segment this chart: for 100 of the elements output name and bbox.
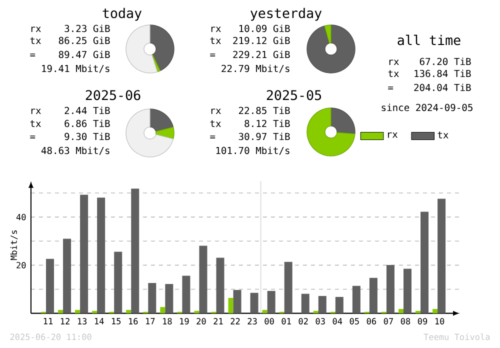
y-tick-label: 40 — [16, 214, 26, 220]
x-tick-label: 07 — [384, 318, 393, 324]
x-tick-label: 21 — [214, 318, 223, 324]
bar — [228, 298, 234, 314]
text: 219.12 GiB — [233, 36, 290, 44]
bar — [97, 198, 106, 314]
text: rx — [211, 108, 221, 114]
x-tick-label: 15 — [112, 318, 121, 324]
text: 2025-06-20 11:00 — [10, 334, 92, 340]
text: 89.47 GiB — [58, 50, 110, 58]
legend-label: rx — [388, 132, 398, 138]
text: rx — [31, 108, 41, 114]
bar — [216, 258, 224, 314]
text: 8.12 TiB — [244, 120, 290, 128]
x-tick-label: 05 — [350, 318, 359, 324]
text: 22.79 Mbit/s — [222, 64, 290, 73]
text: = — [30, 136, 36, 138]
text: rx — [389, 60, 399, 65]
text: 2.44 TiB — [64, 106, 110, 114]
text: 204.04 TiB — [414, 84, 471, 92]
text: 6.86 TiB — [64, 120, 110, 128]
bar — [386, 264, 394, 314]
x-tick-label: 14 — [94, 318, 104, 324]
bar — [63, 238, 72, 314]
x-tick-label: 12 — [60, 318, 70, 324]
bar — [404, 268, 412, 314]
x-tick-label: 00 — [264, 318, 274, 324]
x-tick-label: 11 — [44, 318, 53, 324]
bar — [335, 296, 344, 314]
bar — [131, 188, 140, 314]
x-tick-label: 10 — [435, 318, 444, 324]
x-tick-label: 09 — [418, 318, 428, 324]
bar — [199, 246, 208, 314]
text: 229.21 GiB — [233, 50, 290, 58]
bar — [284, 262, 292, 314]
bar — [92, 310, 98, 314]
text: 30.97 TiB — [238, 132, 290, 140]
chart-title: today — [102, 8, 142, 21]
text: = — [388, 86, 394, 90]
text: tx — [388, 70, 399, 77]
x-tick-label: 03 — [316, 318, 325, 324]
text: 67.20 TiB — [420, 58, 471, 66]
bar — [182, 276, 190, 314]
text: all time — [398, 34, 460, 46]
text: 19.41 Mbit/s — [42, 64, 110, 73]
bar — [58, 310, 64, 314]
x-tick-label: 18 — [163, 318, 172, 324]
bar — [432, 308, 438, 314]
legend-label: tx — [438, 132, 448, 138]
x-tick-label: 06 — [366, 318, 376, 324]
text: 86.25 GiB — [58, 36, 110, 44]
text: tx — [30, 120, 41, 127]
x-tick-label: 16 — [129, 318, 138, 324]
text: tx — [30, 37, 41, 44]
bar — [233, 290, 242, 314]
x-tick-label: 20 — [196, 318, 206, 324]
text: rx — [31, 26, 41, 32]
bar — [318, 296, 326, 314]
text: rx — [211, 26, 221, 32]
y-axis-title: Mbit/s — [10, 230, 18, 260]
bar — [114, 252, 122, 314]
x-tick-label: 13 — [78, 318, 87, 324]
bar — [313, 310, 318, 314]
text: = — [210, 136, 216, 138]
text: 136.84 TiB — [414, 70, 471, 78]
text: tx — [210, 37, 221, 44]
x-tick-label: 19 — [180, 318, 189, 324]
bar — [416, 310, 421, 314]
bar — [301, 294, 310, 314]
x-tick-label: 01 — [282, 318, 291, 324]
bar — [46, 258, 54, 314]
text: 101.70 Mbit/s — [216, 146, 290, 155]
bar — [398, 308, 404, 314]
bar — [126, 310, 132, 314]
text: Teemu Toivola — [424, 333, 490, 340]
text: 48.63 Mbit/s — [41, 146, 110, 155]
text: = — [210, 54, 216, 56]
x-tick-label: 02 — [298, 318, 308, 324]
bar — [194, 310, 200, 314]
chart-title: 2025-05 — [266, 90, 322, 100]
bar — [267, 290, 276, 314]
bar — [165, 284, 174, 314]
text: 10.09 GiB — [239, 24, 290, 32]
bar — [80, 194, 88, 314]
x-tick-label: 17 — [146, 318, 155, 324]
bar — [148, 282, 156, 314]
text: 9.30 TiB — [64, 132, 110, 140]
bar — [75, 310, 80, 314]
bar — [262, 310, 268, 314]
x-tick-label: 04 — [332, 318, 342, 324]
chart-title: 2025-06 — [86, 90, 140, 100]
text: 22.85 TiB — [238, 106, 290, 114]
text: 3.23 GiB — [64, 24, 110, 32]
text: tx — [210, 120, 221, 127]
bar — [438, 198, 446, 314]
x-tick-label: 22 — [230, 318, 240, 324]
bar — [369, 278, 378, 314]
x-tick-label: 23 — [248, 318, 257, 324]
bar — [160, 307, 166, 314]
chart-title: yesterday — [250, 8, 322, 21]
